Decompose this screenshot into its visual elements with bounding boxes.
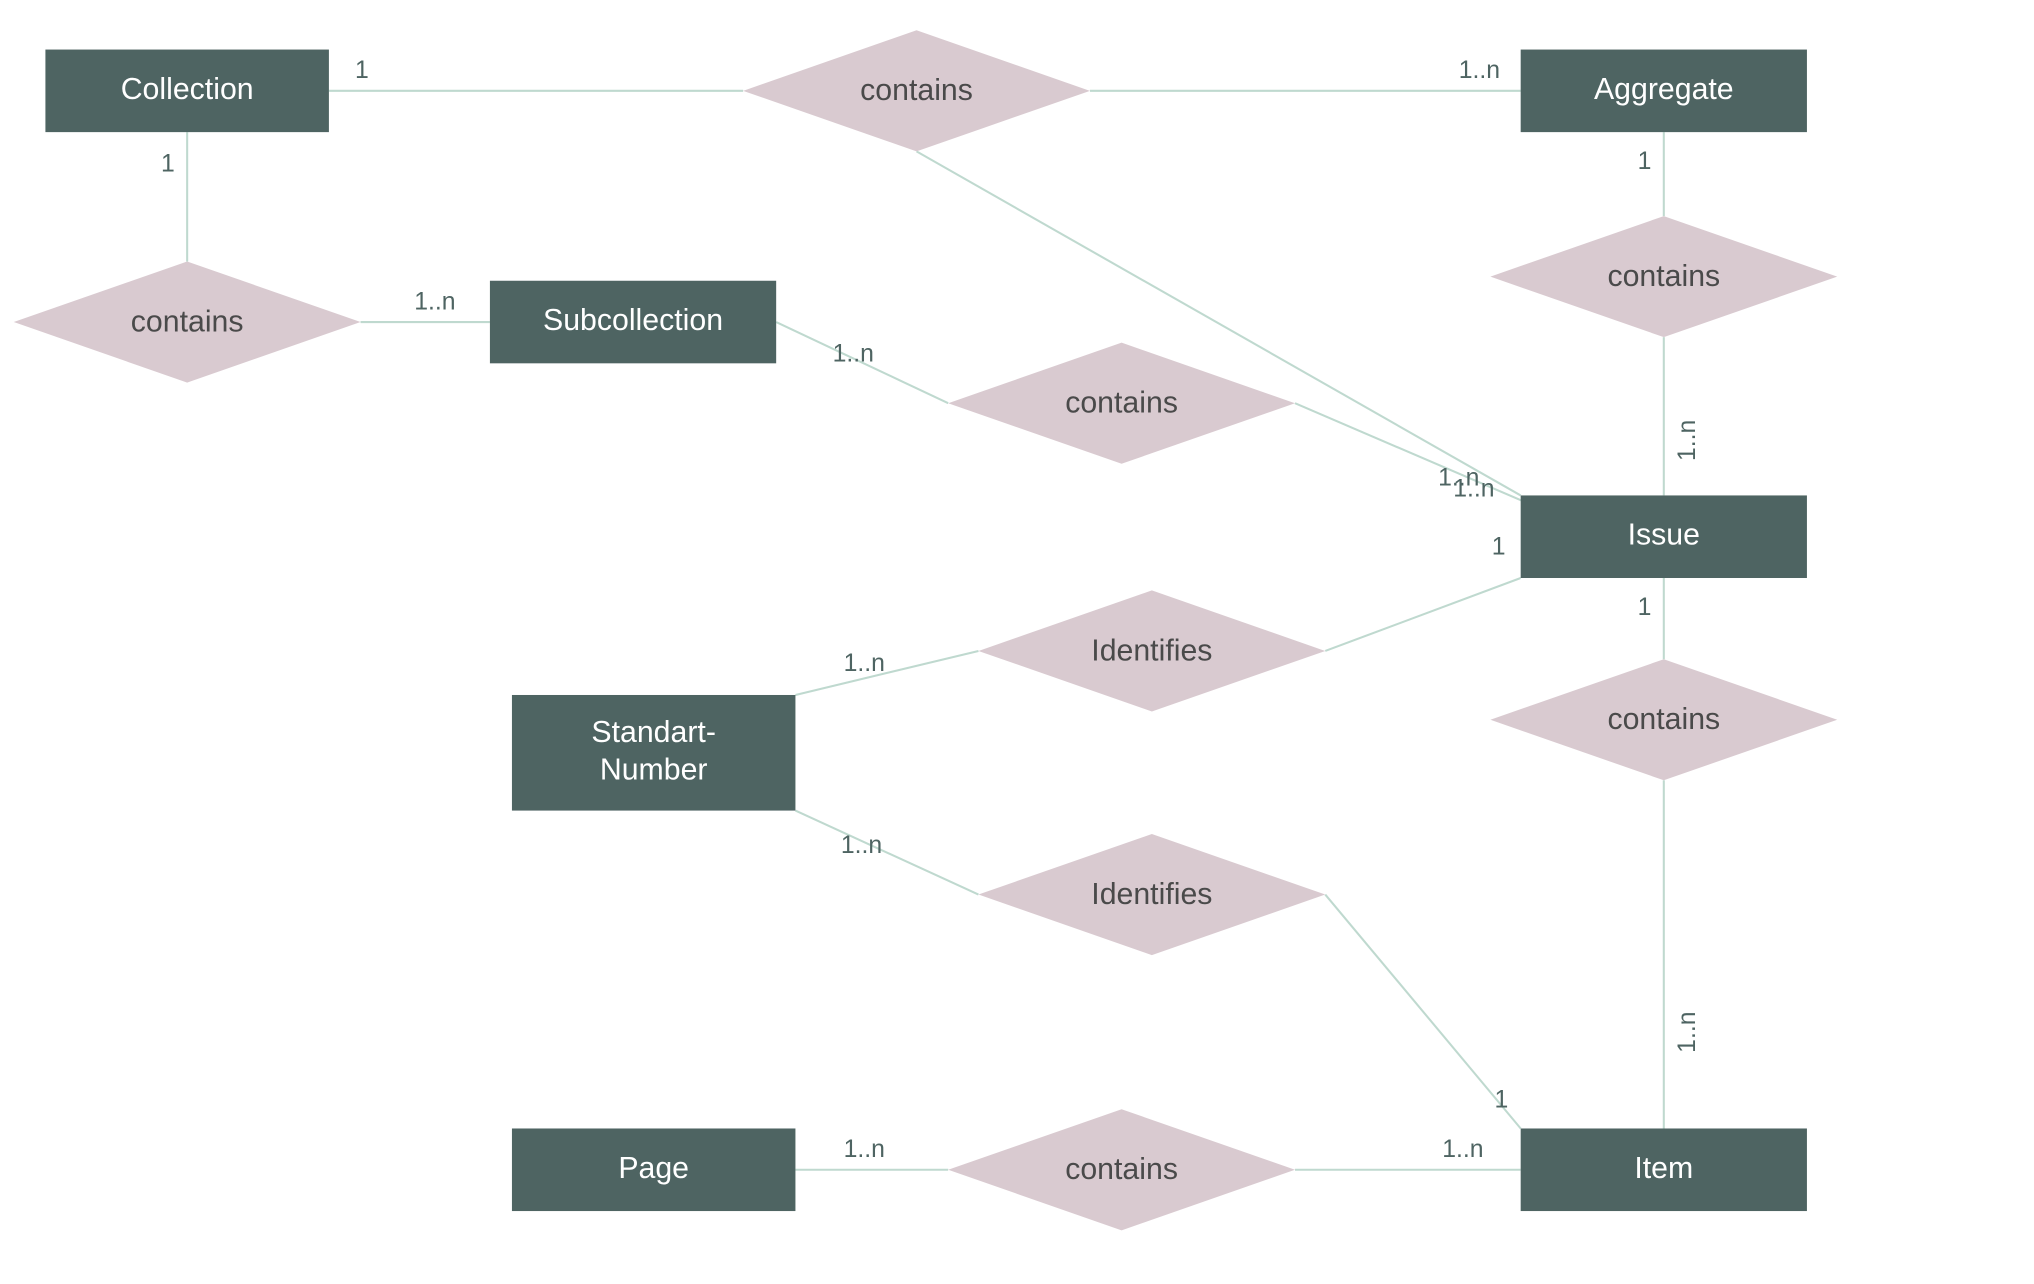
cardinality-label: 1..n bbox=[1674, 420, 1701, 461]
entity-collection: Collection bbox=[45, 50, 328, 133]
edge bbox=[795, 651, 978, 695]
entity-label: Item bbox=[1634, 1152, 1693, 1185]
relationship-label: contains bbox=[1607, 703, 1720, 736]
entity-page: Page bbox=[512, 1128, 795, 1211]
entity-label: Aggregate bbox=[1594, 73, 1734, 106]
edge bbox=[917, 151, 1521, 495]
cardinality-label: 1 bbox=[355, 57, 369, 84]
cardinality-label: 1..n bbox=[844, 650, 885, 677]
relationship-label: contains bbox=[1607, 260, 1720, 293]
cardinality-label: 1..n bbox=[1453, 475, 1494, 502]
cardinality-label: 1..n bbox=[833, 341, 874, 368]
cardinality-label: 1 bbox=[1638, 148, 1652, 175]
entity-label: Issue bbox=[1628, 519, 1700, 552]
cardinality-label: 1..n bbox=[414, 288, 455, 315]
entity-label: Page bbox=[618, 1152, 689, 1185]
relationship-label: contains bbox=[1065, 387, 1178, 420]
entity-label: Collection bbox=[121, 73, 254, 106]
entity-label: Subcollection bbox=[543, 304, 723, 337]
cardinality-label: 1..n bbox=[1442, 1136, 1483, 1163]
edges-layer bbox=[187, 91, 1664, 1170]
relationship-contains_left: contains bbox=[14, 261, 361, 382]
cardinality-label: 1..n bbox=[1674, 1011, 1701, 1052]
entity-item: Item bbox=[1521, 1128, 1807, 1211]
entity-issue: Issue bbox=[1521, 495, 1807, 578]
cardinality-label: 1 bbox=[1495, 1087, 1509, 1114]
relationship-label: contains bbox=[1065, 1153, 1178, 1186]
relationship-label: Identifies bbox=[1091, 634, 1212, 667]
edge bbox=[1325, 578, 1520, 651]
cardinality-label: 1 bbox=[1638, 594, 1652, 621]
relationship-contains_top: contains bbox=[743, 30, 1090, 151]
er-diagram: contains contains contains contains Identifi… bbox=[0, 0, 2034, 1284]
edge bbox=[1325, 895, 1520, 1129]
cardinality-label: 1 bbox=[1492, 533, 1506, 560]
cardinality-label: 1..n bbox=[844, 1136, 885, 1163]
relationship-label: Identifies bbox=[1091, 878, 1212, 911]
shapes-layer: contains contains contains contains Identifi… bbox=[14, 30, 1837, 1230]
relationship-identifies_up: Identifies bbox=[978, 590, 1325, 711]
cardinality-label: 1..n bbox=[1459, 57, 1500, 84]
relationship-identifies_dn: Identifies bbox=[978, 834, 1325, 955]
entity-aggregate: Aggregate bbox=[1521, 50, 1807, 133]
er-svg: contains contains contains contains Identifi… bbox=[0, 0, 2034, 1284]
entity-subcollection: Subcollection bbox=[490, 281, 776, 364]
cardinality-layer: 1 1..n 1..n 1 1..n 1..n 1..n 1 1..n 1..n 1 1 1..n 1..… bbox=[161, 57, 1701, 1163]
entity-standart: Standart-Number bbox=[512, 695, 795, 811]
relationship-contains_agg: contains bbox=[1490, 216, 1837, 337]
edge bbox=[795, 811, 978, 895]
cardinality-label: 1 bbox=[161, 151, 175, 178]
cardinality-label: 1..n bbox=[841, 832, 882, 859]
relationship-contains_issue: contains bbox=[1490, 659, 1837, 780]
relationship-label: contains bbox=[860, 74, 973, 107]
relationship-contains_page: contains bbox=[948, 1109, 1295, 1230]
relationship-contains_sub: contains bbox=[948, 343, 1295, 464]
relationship-label: contains bbox=[131, 305, 244, 338]
